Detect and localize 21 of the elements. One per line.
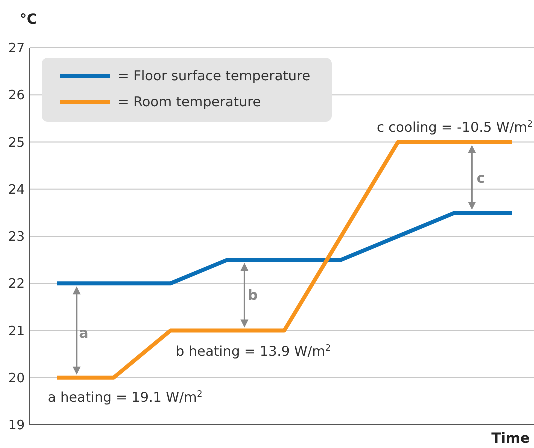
y-tick-label: 22 [8,277,25,292]
y-tick-label: 25 [8,136,25,151]
annotation: a heating = 19.1 W/m$^{2}$ [48,390,203,406]
y-tick-label: 26 [8,88,25,104]
annotation: c [476,171,486,187]
legend-label: = Room temperature [118,94,262,111]
y-tick-label: 24 [8,182,25,198]
legend-label: = Floor surface temperature [118,68,311,85]
annotation: b [248,288,258,304]
annotation: a [79,326,89,342]
y-tick-label: 23 [8,230,25,246]
y-tick-label: 19 [8,418,25,434]
y-tick-label: 27 [8,42,25,57]
line-series [55,210,514,286]
y-tick-label: 20 [8,371,25,386]
annotation: b heating = 13.9 W/m$^{2}$ [176,344,332,360]
y-tick-label: 21 [8,324,25,340]
line-series [55,140,514,380]
annotation: c cooling = -10.5 W/m$^{2}$ [376,120,533,136]
x-axis-title: Time [492,431,530,447]
y-axis-title: °C [20,12,38,28]
